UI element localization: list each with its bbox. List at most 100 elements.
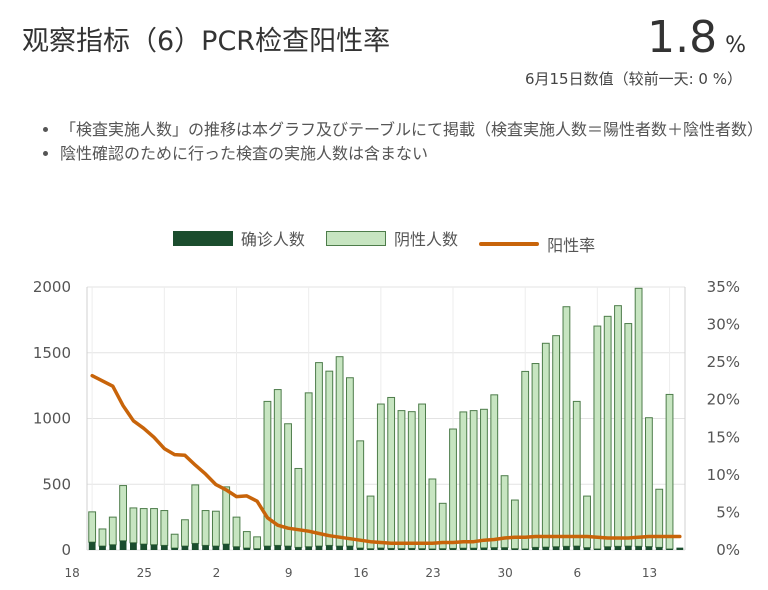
series-line-positivity-rate bbox=[90, 373, 682, 545]
bar-negative bbox=[129, 507, 138, 544]
bar-confirmed bbox=[418, 548, 426, 550]
bar-confirmed bbox=[614, 546, 622, 550]
note-item: 「検査実施人数」の推移は本グラフ及びテーブルにて掲載（検査実施人数＝陽性者数＋陰… bbox=[60, 118, 763, 142]
bar-negative bbox=[614, 305, 622, 547]
legend-item-negative[interactable]: 阴性人数 bbox=[325, 226, 458, 250]
bar-confirmed bbox=[480, 547, 488, 550]
bar-confirmed bbox=[222, 544, 230, 550]
bar-confirmed bbox=[408, 548, 416, 550]
bar-negative bbox=[634, 287, 643, 547]
y-right-tick-label: 25% bbox=[707, 353, 740, 371]
bar-negative bbox=[335, 356, 344, 547]
bar-confirmed bbox=[563, 546, 570, 550]
page-title: 观察指标（6）PCR检查阳性率 bbox=[22, 26, 391, 57]
legend-label-confirmed: 确诊人数 bbox=[240, 230, 305, 249]
current-rate-display: 1.8% bbox=[647, 12, 746, 63]
bar-confirmed bbox=[233, 546, 240, 550]
bar-confirmed bbox=[552, 546, 560, 550]
bar-negative bbox=[170, 533, 179, 549]
bar-confirmed bbox=[305, 546, 313, 550]
bar-confirmed bbox=[449, 548, 457, 550]
bar-negative bbox=[232, 516, 241, 548]
bar-confirmed bbox=[325, 545, 333, 550]
y-left-tick-label: 1500 bbox=[33, 344, 71, 362]
bar-negative bbox=[119, 485, 127, 542]
note-item: 陰性確認のために行った検査の実施人数は含まない bbox=[60, 142, 760, 166]
bar-confirmed bbox=[243, 548, 251, 550]
y-left-tick-label: 0 bbox=[61, 541, 71, 559]
y-left-tick-label: 2000 bbox=[33, 278, 71, 296]
bar-negative bbox=[510, 499, 519, 550]
y-left-tick-label: 500 bbox=[42, 475, 71, 493]
positivity-chart: 0 500 1000 1500 2000 0% 5% 10% 15% 20% 25% 30% 35% 18… bbox=[33, 278, 740, 580]
bar-negative bbox=[201, 510, 210, 546]
bar-confirmed bbox=[521, 548, 529, 550]
bar-negative bbox=[469, 410, 478, 549]
bar-negative bbox=[356, 440, 365, 549]
bar-negative bbox=[428, 478, 437, 550]
bar-negative bbox=[572, 400, 581, 547]
bar-confirmed bbox=[284, 546, 292, 550]
bar-confirmed bbox=[635, 546, 643, 550]
y-right-tick-label: 5% bbox=[716, 503, 740, 521]
bar-confirmed bbox=[501, 547, 508, 550]
legend-label-rate: 阳性率 bbox=[547, 235, 596, 255]
bar-negative bbox=[521, 370, 530, 550]
chart-legend: 确诊人数 阴性人数 阳性率 bbox=[0, 226, 768, 256]
bar-confirmed bbox=[645, 546, 653, 550]
bar-confirmed bbox=[490, 547, 498, 550]
bar-confirmed bbox=[99, 546, 106, 550]
bar-negative bbox=[552, 335, 561, 548]
bar-negative bbox=[583, 495, 591, 549]
bar-negative bbox=[325, 370, 334, 546]
bar-confirmed bbox=[593, 548, 601, 550]
bar-negative bbox=[645, 417, 653, 548]
date-note: 6月15日数值（较前一天: 0 %） bbox=[524, 70, 742, 88]
bar-confirmed bbox=[532, 547, 539, 550]
legend-label-negative: 阴性人数 bbox=[393, 230, 458, 249]
bar-negative bbox=[315, 362, 323, 547]
bar-negative bbox=[253, 536, 262, 550]
legend-item-confirmed[interactable]: 确诊人数 bbox=[172, 226, 305, 250]
bar-negative bbox=[418, 403, 426, 550]
bar-negative bbox=[160, 510, 169, 546]
bar-confirmed bbox=[274, 545, 282, 550]
bar-confirmed bbox=[129, 542, 137, 550]
bar-confirmed bbox=[428, 548, 436, 550]
y-right-tick-label: 35% bbox=[707, 278, 740, 296]
bar-negative bbox=[263, 400, 272, 547]
bar-confirmed bbox=[160, 545, 168, 550]
bar-negative bbox=[624, 323, 633, 547]
bar-negative bbox=[593, 325, 602, 550]
bar-negative bbox=[490, 394, 499, 549]
bar-negative bbox=[459, 411, 468, 549]
bar-confirmed bbox=[212, 546, 220, 550]
x-tick-label: 25 bbox=[137, 566, 152, 580]
x-tick-label: 23 bbox=[425, 566, 440, 580]
bar-negative bbox=[603, 315, 612, 548]
bar-confirmed bbox=[336, 546, 344, 550]
bar-confirmed bbox=[459, 548, 467, 550]
bar-negative bbox=[139, 508, 148, 545]
y-left-tick-label: 1000 bbox=[33, 410, 71, 428]
bar-confirmed bbox=[140, 544, 148, 550]
legend-item-rate[interactable]: 阳性率 bbox=[479, 232, 595, 256]
bar-confirmed bbox=[377, 548, 385, 550]
bar-confirmed bbox=[655, 547, 663, 550]
bar-negative bbox=[562, 306, 571, 547]
x-tick-label: 13 bbox=[642, 566, 657, 580]
bar-confirmed bbox=[573, 546, 581, 550]
bar-negative bbox=[531, 363, 540, 548]
legend-swatch-rate bbox=[479, 241, 540, 246]
bar-negative bbox=[655, 488, 664, 548]
bar-confirmed bbox=[398, 548, 405, 550]
bar-confirmed bbox=[88, 542, 96, 550]
bar-negative bbox=[242, 531, 251, 549]
bar-confirmed bbox=[666, 548, 673, 550]
y-right-tick-label: 30% bbox=[707, 316, 740, 334]
bar-negative bbox=[181, 519, 189, 547]
bar-confirmed bbox=[191, 543, 199, 550]
bar-confirmed bbox=[150, 544, 158, 550]
bar-negative bbox=[541, 342, 550, 548]
bar-negative bbox=[98, 528, 107, 547]
